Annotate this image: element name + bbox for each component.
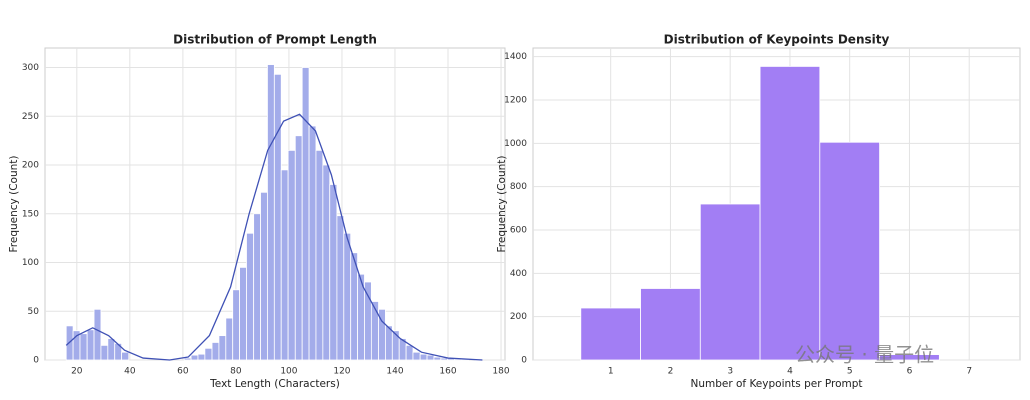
y-tick-label: 800 <box>510 182 527 192</box>
bar <box>370 301 379 361</box>
x-tick-label: 60 <box>177 367 189 377</box>
bar <box>308 125 317 361</box>
bar <box>267 64 275 361</box>
bar <box>183 357 192 361</box>
bar <box>294 135 303 361</box>
bar <box>121 351 130 361</box>
x-tick-label: 40 <box>124 367 136 377</box>
bar <box>879 354 940 361</box>
x-tick-label: 180 <box>492 367 509 377</box>
bar <box>100 344 109 361</box>
y-axis-label: Frequency (Count) <box>8 156 20 253</box>
x-tick-label: 6 <box>907 367 913 377</box>
x-tick-label: 7 <box>966 367 972 377</box>
bar <box>225 317 234 361</box>
y-tick-label: 300 <box>22 63 39 73</box>
bar <box>759 66 821 361</box>
bar <box>350 252 358 361</box>
y-tick-label: 150 <box>22 209 39 219</box>
x-tick-label: 1 <box>608 367 614 377</box>
x-tick-label: 140 <box>386 367 403 377</box>
x-axis-label: Text Length (Characters) <box>209 378 340 390</box>
bar <box>699 203 761 361</box>
y-tick-label: 1400 <box>504 52 527 62</box>
y-tick-label: 400 <box>510 269 527 279</box>
y-tick-label: 1000 <box>504 139 527 149</box>
bar <box>253 213 261 361</box>
bar <box>580 307 641 361</box>
bar <box>640 288 701 361</box>
y-tick-label: 600 <box>510 226 527 236</box>
y-tick-label: 200 <box>22 161 39 171</box>
bar <box>287 149 296 361</box>
x-tick-label: 3 <box>727 367 733 377</box>
bar <box>364 281 372 361</box>
bar <box>301 67 310 361</box>
bar <box>336 215 345 361</box>
bar <box>273 73 282 361</box>
chart-title: Distribution of Prompt Length <box>173 33 377 47</box>
bar <box>190 354 199 361</box>
bar <box>426 354 435 361</box>
bar <box>343 232 352 361</box>
bar <box>419 353 428 361</box>
bar <box>232 289 241 361</box>
y-tick-label: 200 <box>510 312 527 322</box>
bar <box>280 169 289 361</box>
y-tick-label: 50 <box>28 307 40 317</box>
y-tick-label: 1200 <box>504 96 527 106</box>
bar <box>412 351 421 361</box>
bar <box>405 344 414 361</box>
y-axis-label: Frequency (Count) <box>496 156 508 253</box>
bar <box>107 338 116 361</box>
x-tick-label: 20 <box>71 367 83 377</box>
x-tick-label: 160 <box>439 367 456 377</box>
x-tick-label: 120 <box>333 367 350 377</box>
x-tick-label: 100 <box>280 367 297 377</box>
x-tick-label: 4 <box>787 367 793 377</box>
bar <box>433 356 442 361</box>
bar <box>329 184 338 361</box>
bar <box>114 343 123 361</box>
bar <box>322 164 331 361</box>
bar <box>204 347 213 361</box>
bar <box>260 191 268 361</box>
x-axis-label: Number of Keypoints per Prompt <box>690 378 862 390</box>
bar <box>315 149 324 361</box>
bar <box>239 266 247 361</box>
x-tick-label: 5 <box>847 367 853 377</box>
bar <box>385 325 393 361</box>
x-tick-label: 80 <box>230 367 242 377</box>
bar <box>246 232 255 361</box>
y-tick-label: 250 <box>22 112 39 122</box>
bar <box>197 353 206 361</box>
y-tick-label: 0 <box>521 356 527 366</box>
bar <box>211 342 220 361</box>
bar <box>93 308 102 361</box>
bar <box>86 329 95 361</box>
bar <box>79 333 88 361</box>
x-tick-label: 2 <box>668 367 674 377</box>
bar <box>218 335 227 361</box>
y-tick-label: 100 <box>22 258 39 268</box>
bar <box>819 141 880 361</box>
kde-line <box>65 113 483 361</box>
y-tick-label: 0 <box>33 356 39 366</box>
watermark: 公众号 · 量子位 <box>795 343 934 367</box>
chart-title: Distribution of Keypoints Density <box>664 33 890 47</box>
